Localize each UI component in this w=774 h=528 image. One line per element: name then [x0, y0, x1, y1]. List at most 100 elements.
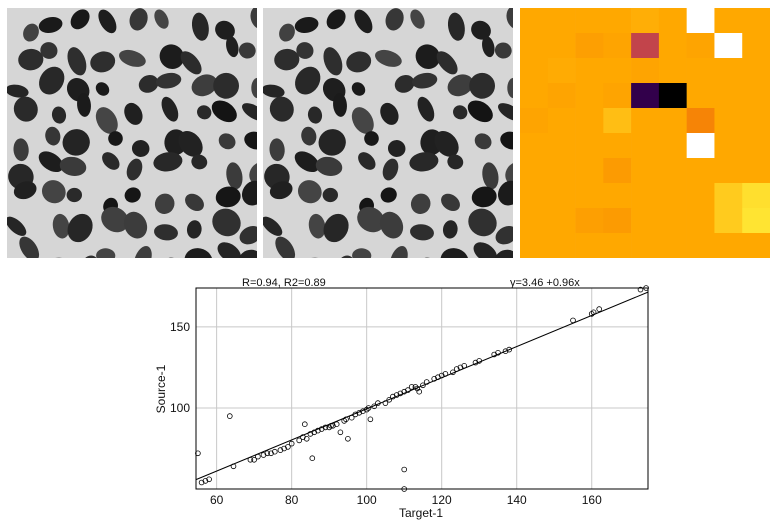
texture-blob — [215, 20, 235, 40]
texture-blob — [315, 156, 343, 176]
heatmap-cell — [714, 233, 743, 258]
heatmap-cell — [547, 233, 576, 258]
texture-blob — [482, 162, 499, 190]
heatmap-cell — [742, 83, 770, 109]
heatmap-cell — [742, 8, 770, 34]
heatmap-cell — [575, 183, 604, 209]
scatter-point — [393, 392, 400, 398]
texture-blob — [333, 92, 347, 117]
heatmap-cell — [575, 208, 604, 234]
correlation-annotation: R=0.94, R2=0.89 — [242, 277, 326, 289]
texture-blob — [351, 82, 366, 96]
x-tick-label: 120 — [432, 493, 452, 507]
texture-blob — [153, 152, 183, 172]
heatmap-cell — [520, 208, 549, 234]
scatter-point — [408, 384, 415, 390]
heatmap-cell — [631, 158, 660, 184]
heatmap-cell — [520, 108, 549, 134]
heatmap-cell — [547, 108, 576, 134]
texture-blob — [507, 77, 513, 99]
scatter-point — [296, 437, 303, 444]
heatmap-cell — [547, 133, 576, 159]
scatter-point — [341, 418, 348, 424]
texture-blob — [308, 213, 326, 239]
heatmap-cell — [658, 183, 687, 209]
texture-blob — [295, 66, 321, 95]
scatter-point — [382, 400, 389, 406]
texture-blob — [415, 44, 440, 70]
scatter-point — [277, 447, 284, 453]
texture-blob — [506, 8, 513, 30]
scatter-point — [416, 388, 423, 395]
heatmap-cell — [603, 133, 632, 159]
heatmap-cell — [631, 183, 660, 209]
scatter-point — [423, 379, 430, 385]
texture-blob — [62, 129, 90, 156]
texture-blob — [70, 9, 90, 30]
heatmap-cell — [658, 58, 687, 84]
heatmap-cell — [742, 208, 770, 234]
scatter-point — [461, 362, 468, 369]
scatter-point — [420, 382, 426, 389]
texture-blob — [296, 42, 314, 59]
x-tick-label: 80 — [285, 493, 299, 507]
texture-blob — [434, 130, 459, 157]
texture-blob — [409, 152, 439, 172]
texture-blob — [474, 133, 492, 150]
scatter-point — [363, 406, 370, 413]
texture-blob — [326, 9, 346, 30]
scatter-point — [206, 476, 212, 483]
scatter-point — [438, 372, 445, 379]
texture-blob — [66, 187, 82, 203]
heatmap-cell — [742, 158, 770, 184]
heatmap-cell — [714, 183, 743, 209]
scatter-point — [495, 349, 501, 356]
scatter-point — [386, 396, 393, 403]
scatter-point — [255, 453, 261, 460]
texture-blob — [123, 211, 148, 239]
texture-blob — [45, 126, 61, 146]
texture-blob — [411, 72, 438, 89]
heatmap-cell — [742, 108, 770, 134]
texture-blob — [500, 131, 513, 150]
texture-blob — [263, 216, 283, 236]
scatter-point — [348, 414, 355, 421]
scatter-point — [318, 426, 325, 432]
heatmap-cell — [520, 158, 549, 184]
plot-ticks: 60 80 100 120 140 160 100 150 — [170, 320, 602, 507]
heatmap-cell — [658, 233, 687, 258]
texture-blob — [468, 208, 497, 237]
scatter-point — [326, 424, 333, 431]
heatmap-cell — [742, 33, 770, 59]
texture-blob — [191, 74, 218, 97]
heatmap-cell — [575, 58, 604, 84]
texture-blob — [346, 51, 372, 73]
heatmap-cell — [686, 183, 715, 209]
heatmap-cell — [575, 158, 604, 184]
texture-blob — [191, 12, 209, 41]
texture-blob — [138, 74, 159, 93]
heatmap-cell — [603, 208, 632, 234]
texture-blob — [154, 9, 169, 29]
texture-blob — [38, 16, 63, 34]
texture-blob — [379, 211, 404, 239]
heatmap-cell — [686, 208, 715, 234]
scatter-point — [502, 348, 509, 355]
y-axis-label: Source-1 — [154, 364, 168, 413]
heatmap-cell — [742, 183, 770, 209]
heatmap-cell — [547, 8, 576, 34]
heatmap-cell — [603, 83, 632, 109]
scatter-point — [506, 346, 513, 353]
heatmap-cell — [658, 158, 687, 184]
heatmap-cell — [575, 233, 604, 258]
heatmap-cell — [686, 58, 715, 84]
scatter-point — [345, 435, 351, 442]
texture-blob — [269, 181, 293, 200]
texture-blob — [495, 225, 513, 245]
scatter-point — [247, 456, 254, 463]
heatmap-cell — [520, 33, 549, 59]
heatmap-cell — [686, 83, 715, 109]
heatmap-cell — [547, 58, 576, 84]
scatter-point — [371, 403, 378, 410]
scatter-point — [301, 421, 308, 428]
